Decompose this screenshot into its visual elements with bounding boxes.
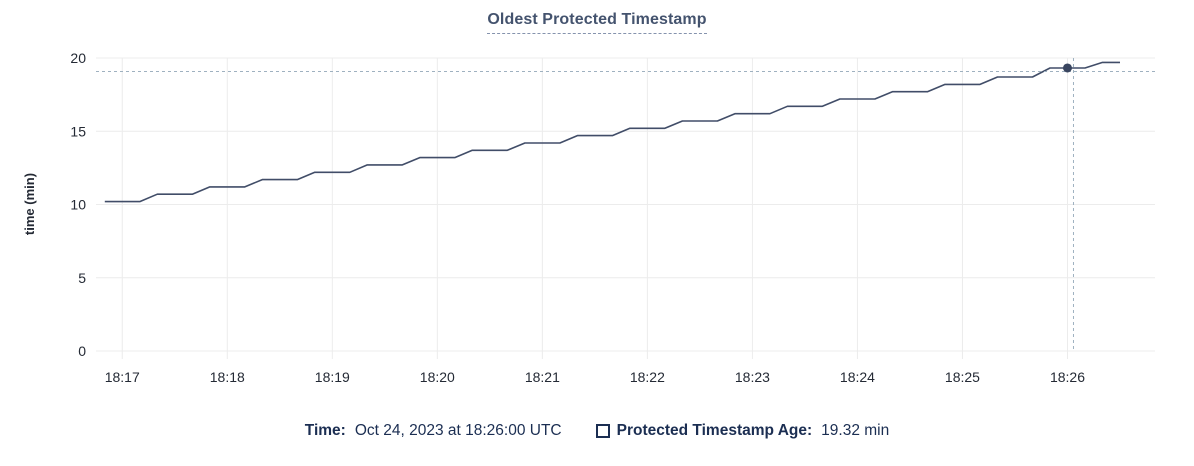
y-axis-title: time (min) [22,173,37,235]
chart-title[interactable]: Oldest Protected Timestamp [487,11,707,34]
title-row: Oldest Protected Timestamp [0,11,1194,34]
x-tick-label: 18:19 [315,369,350,385]
y-tick-label: 5 [78,270,86,286]
legend-item-protected-timestamp-age[interactable]: Protected Timestamp Age: 19.32 min [595,420,890,442]
y-tick-label: 0 [78,343,86,359]
x-tick-label: 18:21 [525,369,560,385]
highlighted-data-point [1062,63,1072,73]
series-line-protected-timestamp-age [104,61,1120,203]
x-tick-label: 18:24 [840,369,875,385]
time-value: Oct 24, 2023 at 18:26:00 UTC [354,422,562,439]
series-value: 19.32 min [821,422,890,439]
time-label: Time: [304,422,346,439]
x-tick-label: 18:20 [420,369,455,385]
x-tick-label: 18:18 [210,369,245,385]
chart-footer-legend: Time: Oct 24, 2023 at 18:26:00 UTC Prote… [0,420,1194,442]
x-tick-label: 18:26 [1050,369,1085,385]
y-tick-label: 10 [70,197,86,213]
x-tick-label: 18:17 [105,369,140,385]
x-tick-label: 18:22 [630,369,665,385]
y-tick-label: 20 [70,50,86,66]
x-tick-label: 18:25 [945,369,980,385]
x-tick-label: 18:23 [735,369,770,385]
series-label: Protected Timestamp Age: [616,422,813,439]
chart-plot-area[interactable]: 0 5 10 15 20 18:17 18:18 18:19 18:20 18:21 18:22 18… [0,40,1194,412]
y-tick-label: 15 [70,123,86,139]
legend-checkbox-swatch[interactable] [595,424,610,438]
